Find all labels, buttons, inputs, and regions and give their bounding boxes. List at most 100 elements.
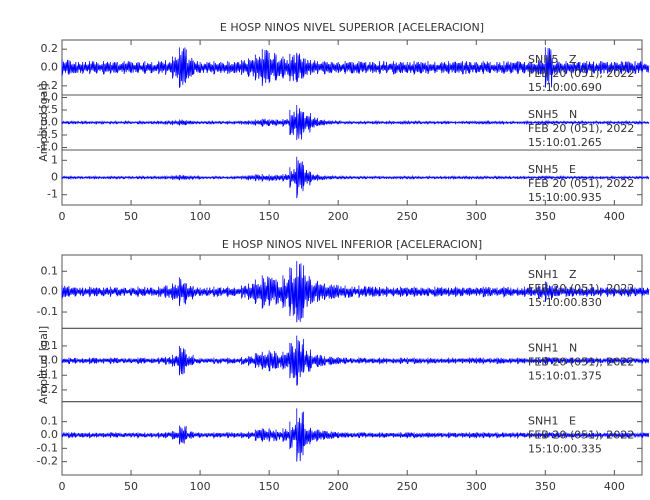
waveform-segment	[641, 357, 650, 365]
waveform-segment	[448, 61, 456, 75]
waveform-segment	[282, 174, 291, 182]
waveform-segment	[441, 62, 450, 74]
waveform-segment	[358, 357, 367, 364]
y-tick-label: -1.0	[37, 141, 58, 154]
y-tick-label: 0.0	[41, 428, 59, 441]
waveform-segment	[261, 428, 270, 442]
station-label: SNH5 E	[528, 163, 576, 176]
waveform-segment	[620, 287, 629, 297]
waveform-segment	[503, 61, 512, 75]
waveform-segment	[420, 120, 429, 125]
x-tick-label: 0	[59, 480, 66, 493]
waveform-segment	[620, 357, 629, 365]
waveform-segment	[558, 357, 567, 364]
waveform-segment	[420, 287, 429, 296]
waveform-segment	[268, 52, 277, 84]
waveform-segment	[593, 432, 601, 439]
waveform-segment	[531, 120, 539, 125]
waveform-segment	[123, 432, 132, 438]
waveform-segment	[234, 175, 242, 180]
waveform-segment	[213, 357, 222, 365]
waveform-segment	[524, 120, 532, 126]
waveform-segment	[441, 432, 450, 438]
waveform-segment	[254, 119, 263, 126]
waveform-segment	[165, 285, 173, 298]
waveform-segment	[641, 62, 650, 74]
waveform-segment	[510, 357, 519, 365]
waveform-segment	[365, 358, 374, 365]
waveform-segment	[344, 61, 353, 74]
waveform-segment	[289, 267, 298, 317]
waveform-segment	[503, 432, 512, 438]
waveform-segment	[206, 175, 215, 180]
waveform-segment	[82, 358, 91, 364]
waveform-segment	[165, 174, 173, 180]
waveform-segment	[551, 285, 560, 298]
waveform-segment	[227, 432, 236, 439]
waveform-segment	[282, 351, 291, 370]
waveform-segment	[406, 119, 415, 125]
waveform-segment	[323, 175, 332, 181]
waveform-segment	[75, 432, 84, 439]
waveform-segment	[330, 62, 339, 74]
waveform-segment	[468, 62, 477, 75]
waveform-segment	[413, 432, 422, 439]
waveform-segment	[634, 432, 643, 439]
waveform-segment	[172, 119, 180, 126]
x-tick-label: 250	[397, 210, 418, 223]
waveform-segment	[489, 287, 498, 297]
station-label: SNH1 E	[528, 415, 576, 428]
waveform-segment	[538, 175, 546, 180]
date-label: FEB 20 (051), 2022	[528, 429, 634, 442]
date-label: FEB 20 (051), 2022	[528, 177, 634, 190]
trace	[61, 261, 650, 323]
waveform-segment	[185, 56, 194, 79]
waveform-segment	[524, 432, 532, 438]
waveform-segment	[634, 175, 643, 180]
waveform-segment	[434, 120, 443, 125]
waveform-segment	[130, 175, 139, 180]
waveform-segment	[399, 286, 408, 297]
waveform-segment	[434, 175, 443, 180]
waveform-segment	[220, 62, 229, 74]
waveform-segment	[482, 175, 491, 180]
waveform-segment	[158, 357, 166, 365]
waveform-segment	[544, 119, 553, 126]
time-label: 15:10:00.690	[528, 81, 602, 94]
waveform-segment	[538, 120, 546, 125]
waveform-segment	[517, 61, 526, 75]
waveform-segment	[475, 175, 484, 180]
y-tick-label: 0.0	[41, 354, 59, 367]
y-tick-label: -0.2	[37, 383, 58, 396]
waveform-segment	[393, 120, 401, 125]
waveform-segment	[503, 286, 512, 298]
waveform-segment	[468, 175, 477, 180]
waveform-segment	[344, 175, 353, 180]
waveform-segment	[579, 432, 588, 439]
y-axis-label: Amplitud [gal]	[37, 83, 50, 161]
waveform-segment	[68, 432, 77, 439]
waveform-segment	[538, 357, 546, 365]
waveform-segment	[130, 358, 139, 364]
waveform-segment	[82, 120, 90, 125]
waveform-segment	[261, 351, 270, 370]
waveform-segment	[96, 119, 104, 125]
waveform-segment	[462, 287, 470, 296]
waveform-segment	[613, 62, 622, 74]
waveform-segment	[261, 49, 270, 86]
waveform-segment	[468, 120, 477, 125]
waveform-segment	[538, 432, 546, 438]
y-tick-label: 0.0	[41, 61, 59, 74]
waveform-segment	[289, 167, 298, 188]
waveform-segment	[406, 287, 415, 296]
waveform-segment	[89, 432, 97, 439]
waveform-segment	[317, 119, 325, 127]
waveform-segment	[627, 432, 636, 438]
waveform-segment	[248, 174, 256, 181]
waveform-segment	[151, 432, 160, 438]
waveform-segment	[103, 61, 111, 75]
waveform-segment	[475, 432, 484, 440]
waveform-segment	[296, 335, 305, 386]
waveform-segment	[517, 432, 526, 440]
waveform-segment	[227, 357, 236, 365]
